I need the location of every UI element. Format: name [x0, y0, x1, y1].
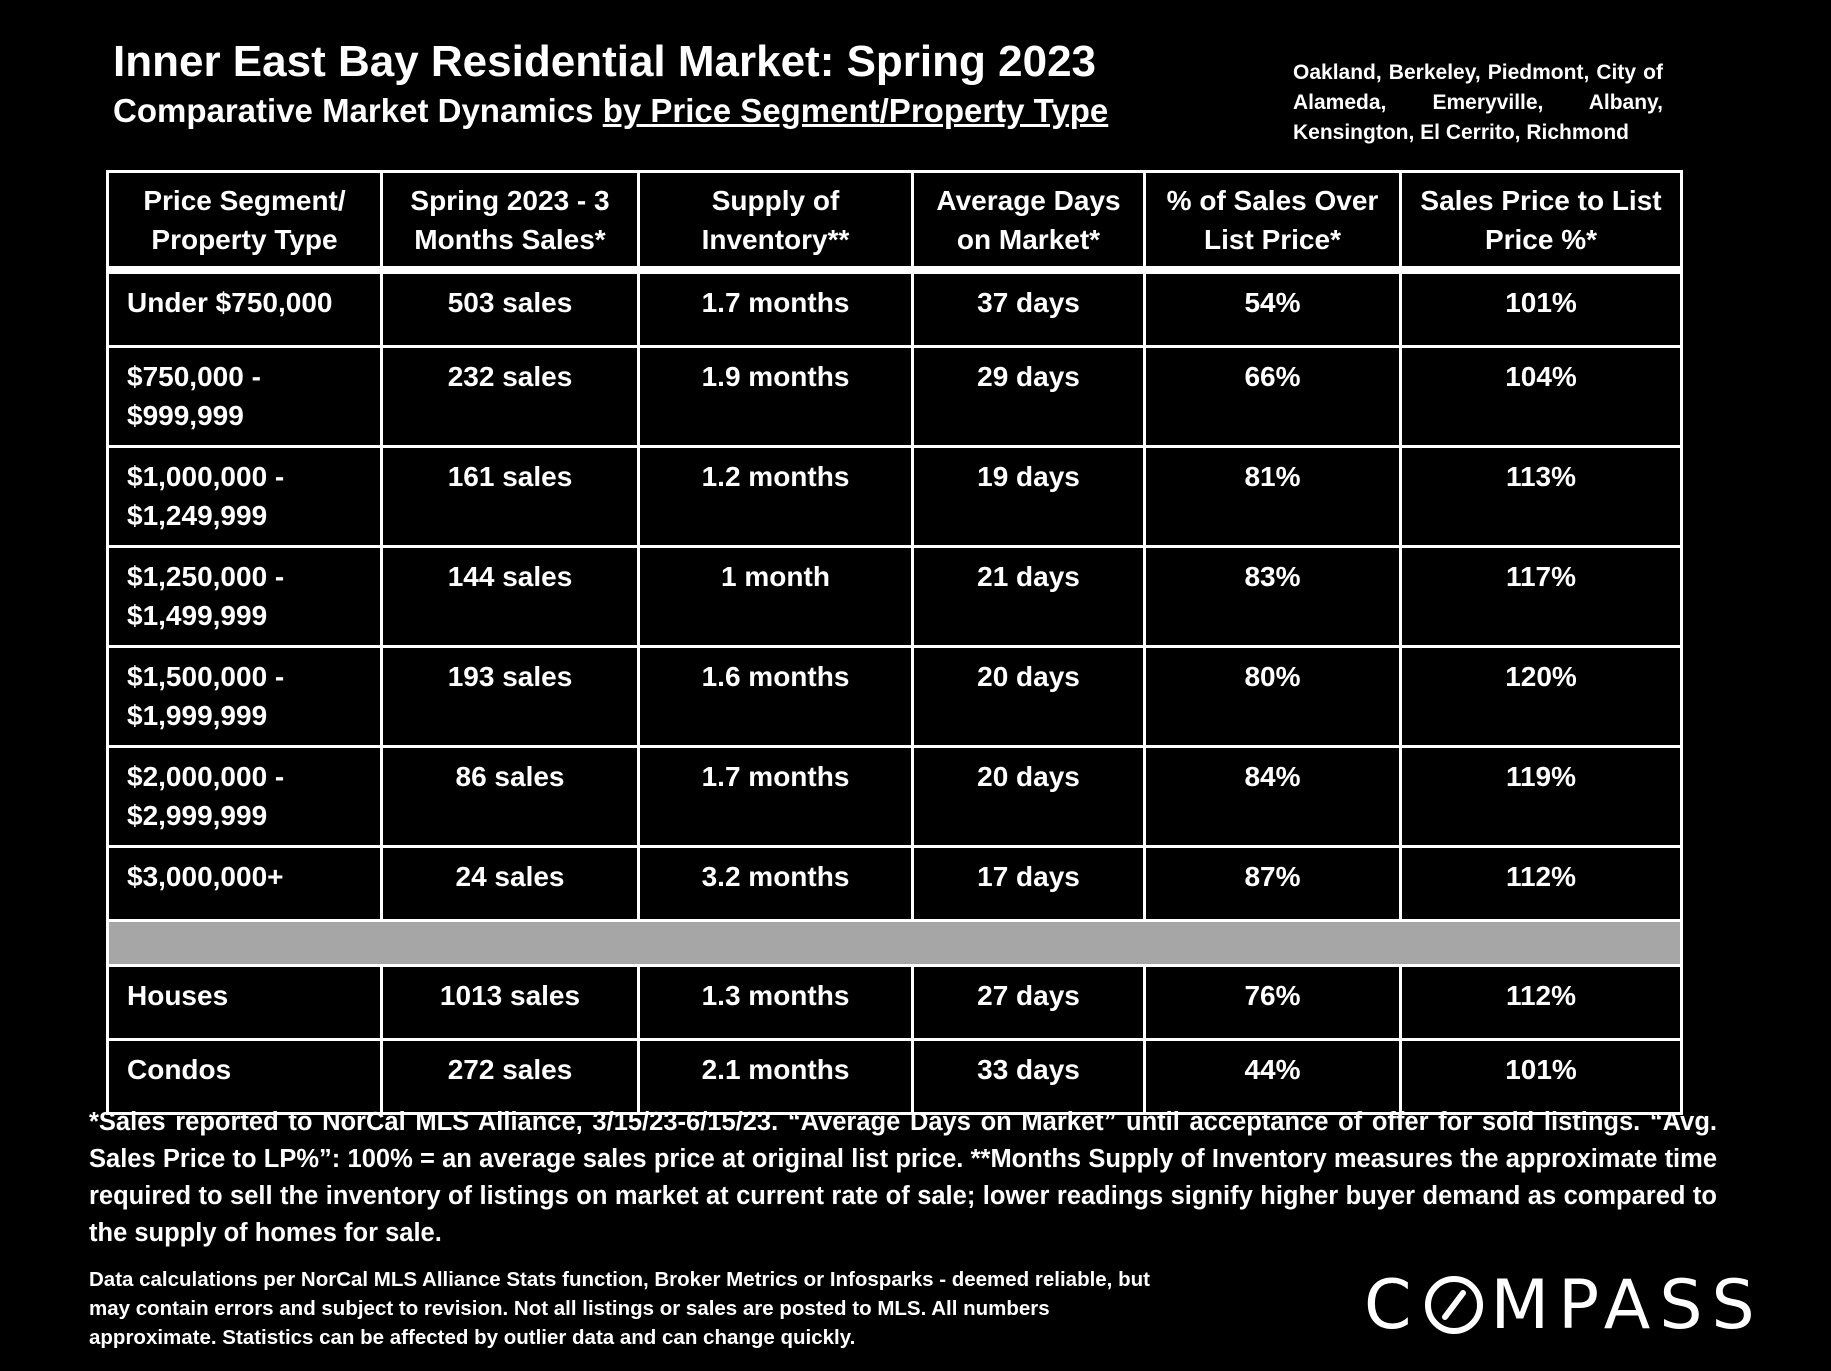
cell-over-list: 84% — [1143, 745, 1402, 848]
cell-sales: 272 sales — [380, 1038, 640, 1115]
page-subtitle: Comparative Market Dynamics by Price Seg… — [113, 92, 1109, 129]
cell-over-list: 80% — [1143, 645, 1402, 748]
cell-segment: $750,000 - $999,999 — [106, 345, 383, 448]
areas-covered: Oakland, Berkeley, Piedmont, City of Ala… — [1293, 61, 1663, 144]
column-header-over-list: % of Sales Over List Price* — [1143, 170, 1402, 274]
cell-price-to-list: 112% — [1399, 964, 1683, 1041]
page-title: Inner East Bay Residential Market: Sprin… — [113, 37, 1097, 86]
cell-days: 20 days — [911, 645, 1146, 748]
cell-price-to-list: 117% — [1399, 545, 1683, 648]
cell-days: 37 days — [911, 268, 1146, 348]
table-row: $3,000,000+ 24 sales 3.2 months 17 days … — [106, 845, 1683, 922]
cell-days: 17 days — [911, 845, 1146, 922]
cell-price-to-list: 120% — [1399, 645, 1683, 748]
cell-segment: Under $750,000 — [106, 268, 383, 348]
cell-sales: 1013 sales — [380, 964, 640, 1041]
cell-over-list: 81% — [1143, 445, 1402, 548]
cell-price-to-list: 101% — [1399, 268, 1683, 348]
footnote: *Sales reported to NorCal MLS Alliance, … — [89, 1108, 1717, 1247]
table-separator-row — [106, 919, 1683, 967]
cell-segment: $1,250,000 - $1,499,999 — [106, 545, 383, 648]
subtitle-text: Comparative Market Dynamics — [113, 92, 603, 129]
cell-days: 19 days — [911, 445, 1146, 548]
table-row: $750,000 - $999,999 232 sales 1.9 months… — [106, 345, 1683, 448]
table-header-row: Price Segment/ Property Type Spring 2023… — [106, 170, 1683, 274]
compass-o-slash-icon — [1425, 1276, 1484, 1334]
compass-logo: C MPASS — [1364, 1266, 1764, 1345]
cell-days: 29 days — [911, 345, 1146, 448]
cell-sales: 503 sales — [380, 268, 640, 348]
cell-over-list: 44% — [1143, 1038, 1402, 1115]
cell-supply: 1.7 months — [637, 745, 914, 848]
cell-sales: 193 sales — [380, 645, 640, 748]
cell-sales: 144 sales — [380, 545, 640, 648]
column-header-supply: Supply of Inventory** — [637, 170, 914, 274]
cell-over-list: 76% — [1143, 964, 1402, 1041]
cell-supply: 1.6 months — [637, 645, 914, 748]
table-row: $1,250,000 - $1,499,999 144 sales 1 mont… — [106, 545, 1683, 648]
market-dynamics-table: Price Segment/ Property Type Spring 2023… — [106, 170, 1683, 1115]
cell-price-to-list: 101% — [1399, 1038, 1683, 1115]
table-row: $1,000,000 - $1,249,999 161 sales 1.2 mo… — [106, 445, 1683, 548]
table-row: Condos 272 sales 2.1 months 33 days 44% … — [106, 1038, 1683, 1115]
cell-over-list: 87% — [1143, 845, 1402, 922]
cell-days: 33 days — [911, 1038, 1146, 1115]
cell-segment: $1,000,000 - $1,249,999 — [106, 445, 383, 548]
cell-over-list: 54% — [1143, 268, 1402, 348]
cell-property-type: Houses — [106, 964, 383, 1041]
cell-supply: 2.1 months — [637, 1038, 914, 1115]
table-row: Houses 1013 sales 1.3 months 27 days 76%… — [106, 964, 1683, 1041]
cell-over-list: 83% — [1143, 545, 1402, 648]
disclaimer: Data calculations per NorCal MLS Allianc… — [89, 1268, 1150, 1349]
logo-letter-c: C — [1364, 1265, 1421, 1345]
cell-supply: 1.9 months — [637, 345, 914, 448]
subtitle-underlined-text: by Price Segment/Property Type — [602, 92, 1109, 129]
cell-supply: 1 month — [637, 545, 914, 648]
table-row: $1,500,000 - $1,999,999 193 sales 1.6 mo… — [106, 645, 1683, 748]
cell-segment: $2,000,000 - $2,999,999 — [106, 745, 383, 848]
cell-segment: $1,500,000 - $1,999,999 — [106, 645, 383, 748]
cell-days: 21 days — [911, 545, 1146, 648]
cell-price-to-list: 119% — [1399, 745, 1683, 848]
cell-sales: 86 sales — [380, 745, 640, 848]
cell-supply: 1.7 months — [637, 268, 914, 348]
cell-supply: 1.3 months — [637, 964, 914, 1041]
cell-days: 20 days — [911, 745, 1146, 848]
column-header-sales: Spring 2023 - 3 Months Sales* — [380, 170, 640, 274]
separator-cell — [106, 919, 1683, 967]
cell-supply: 1.2 months — [637, 445, 914, 548]
cell-days: 27 days — [911, 964, 1146, 1041]
column-header-days-on-market: Average Days on Market* — [911, 170, 1146, 274]
table-row: $2,000,000 - $2,999,999 86 sales 1.7 mon… — [106, 745, 1683, 848]
column-header-price-segment: Price Segment/ Property Type — [106, 170, 383, 274]
cell-price-to-list: 112% — [1399, 845, 1683, 922]
cell-sales: 161 sales — [380, 445, 640, 548]
table-row: Under $750,000 503 sales 1.7 months 37 d… — [106, 268, 1683, 348]
cell-price-to-list: 113% — [1399, 445, 1683, 548]
cell-sales: 232 sales — [380, 345, 640, 448]
cell-price-to-list: 104% — [1399, 345, 1683, 448]
cell-segment: $3,000,000+ — [106, 845, 383, 922]
logo-letters-mpass: MPASS — [1490, 1265, 1764, 1345]
cell-sales: 24 sales — [380, 845, 640, 922]
cell-over-list: 66% — [1143, 345, 1402, 448]
cell-supply: 3.2 months — [637, 845, 914, 922]
cell-property-type: Condos — [106, 1038, 383, 1115]
column-header-price-to-list: Sales Price to List Price %* — [1399, 170, 1683, 274]
